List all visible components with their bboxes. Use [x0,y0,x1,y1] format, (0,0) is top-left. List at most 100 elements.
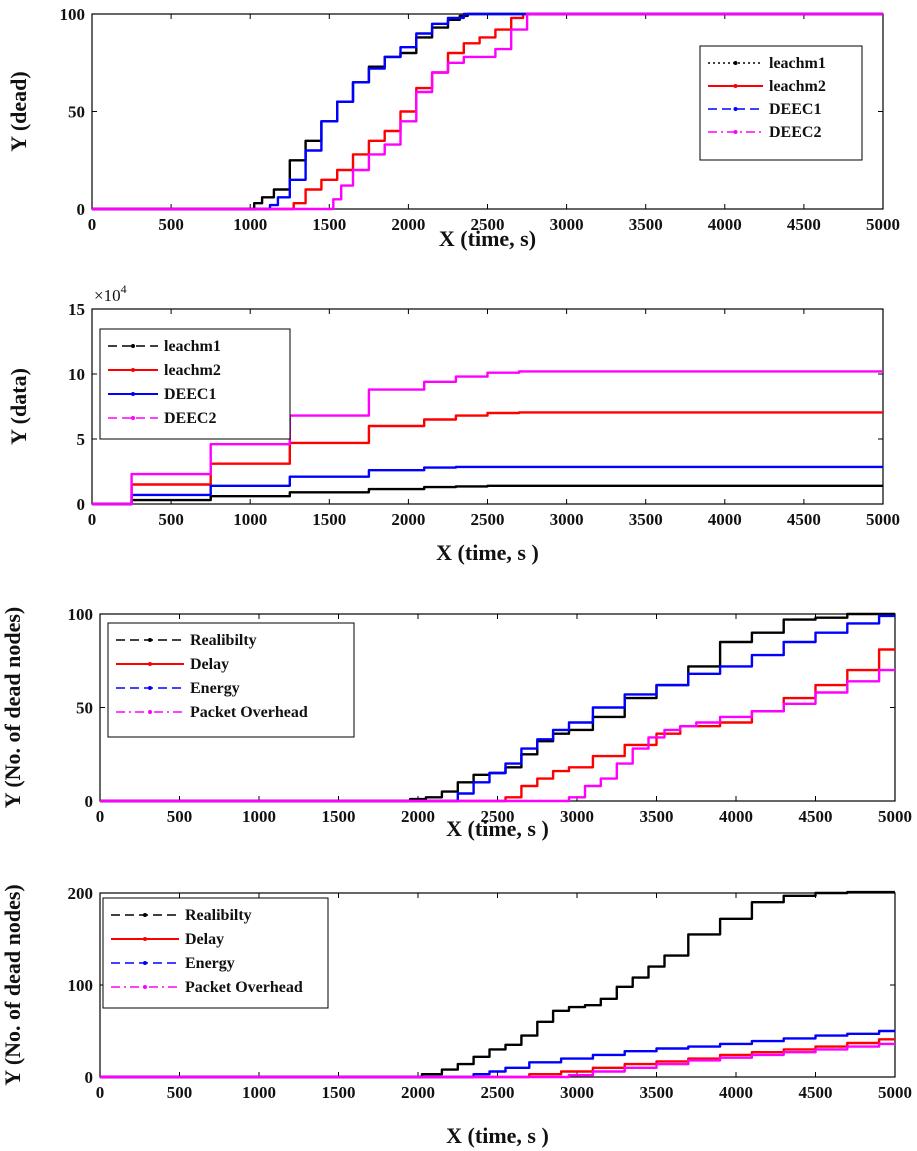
chart-1: 0 500 1000 1500 2000 2500 3000 3500 4000 4500 5000… [6,5,900,251]
x-tick-label: 2000 [391,215,425,234]
legend-marker [148,710,152,714]
legend: leachm1 leachm2 DEEC1 DEEC2 [99,328,291,440]
legend-marker [148,662,152,666]
legend-label: Delay [185,931,224,948]
y-tick-label: 0 [85,1068,94,1087]
x-tick-label: 3000 [560,1083,594,1102]
x-tick-label: 3500 [629,510,663,529]
legend-label: DEEC1 [164,386,216,403]
legend-marker [148,686,152,690]
y-tick-label: 200 [68,884,94,903]
legend-box [699,45,863,161]
x-tick-label: 500 [167,1083,193,1102]
series-line-3 [92,12,883,211]
legend-marker [143,961,147,965]
x-tick-label: 3000 [550,215,584,234]
x-axis-label: X (time, s ) [436,540,539,565]
legend-label: DEEC2 [769,124,821,141]
x-tick-label: 500 [158,215,184,234]
x-tick-label: 500 [167,807,193,826]
legend-marker [143,937,147,941]
chart-2: 0 500 1000 1500 2000 2500 3000 3500 4000 4500 5000… [6,282,900,565]
legend-marker [131,416,135,420]
x-tick-label: 4000 [719,1083,753,1102]
y-tick-label: 100 [68,605,94,624]
series-line-2 [100,648,895,803]
legend-label: leachm1 [164,338,221,355]
x-tick-label: 1500 [322,807,356,826]
x-axis-label: X (time, s ) [446,816,549,841]
legend: Realibilty Delay Energy Packet Overhead [107,622,355,738]
x-tick-label: 4000 [708,215,742,234]
legend-marker [131,392,135,396]
legend-box [102,897,329,1009]
legend-label: leachm2 [164,362,221,379]
legend-label: Energy [185,955,235,972]
series-line-3 [100,614,895,803]
legend-label: DEEC2 [164,410,216,427]
legend-label: Packet Overhead [185,979,303,996]
series-line-1 [100,890,895,1079]
series-line-3 [100,1029,895,1079]
x-tick-label: 4500 [787,510,821,529]
x-tick-label: 500 [158,510,184,529]
legend-marker [131,344,135,348]
series-line-4 [100,1042,895,1079]
legend-marker [733,130,738,134]
series-line-1 [92,484,883,506]
x-tick-label: 4500 [799,1083,833,1102]
x-tick-label: 0 [96,807,105,826]
x-tick-label: 5000 [878,1083,912,1102]
x-tick-label: 4500 [799,807,833,826]
legend: leachm1 leachm2 DEEC1 DEEC2 [699,45,863,161]
x-tick-label: 1500 [322,1083,356,1102]
y-axis-label: Y (No. of dead nodes) [0,884,25,1085]
x-tick-label: 1000 [233,510,267,529]
x-tick-label: 1500 [312,215,346,234]
y-tick-label: 15 [68,300,85,319]
y-tick-label: 100 [68,976,94,995]
y-multiplier: ×104 [94,282,127,305]
x-tick-label: 5000 [878,807,912,826]
series-line-2 [92,12,883,211]
x-tick-label: 0 [88,510,97,529]
x-axis-label: X (time, s) [439,226,536,251]
legend-box [107,622,355,738]
y-tick-label: 10 [68,365,85,384]
y-multiplier-exponent: 4 [121,282,127,296]
x-tick-label: 3500 [640,1083,674,1102]
x-tick-label: 3500 [640,807,674,826]
y-tick-label: 0 [77,200,86,219]
x-axis-label: X (time, s ) [446,1123,549,1148]
x-tick-label: 3500 [629,215,663,234]
series-line-2 [100,1038,895,1079]
x-tick-label: 3000 [560,807,594,826]
legend-label: Packet Overhead [190,704,308,721]
y-axis-label: Y (dead) [6,71,31,151]
series-line-4 [92,12,883,211]
x-tick-label: 2000 [401,807,435,826]
y-tick-label: 0 [77,495,86,514]
x-tick-label: 1500 [312,510,346,529]
legend-marker [733,84,738,88]
x-tick-label: 5000 [866,215,900,234]
x-tick-label: 1000 [242,807,276,826]
y-axis-label: Y (No. of dead nodes) [0,607,25,808]
y-tick-label: 50 [68,103,85,122]
x-tick-label: 4000 [719,807,753,826]
x-tick-label: 0 [88,215,97,234]
legend-marker [143,913,147,917]
y-tick-label: 50 [76,699,93,718]
legend-label: Energy [190,680,240,697]
y-axis-label: Y (data) [6,368,31,445]
series-line-2 [92,411,883,506]
legend-marker [131,368,135,372]
x-tick-label: 2000 [401,1083,435,1102]
x-tick-label: 3000 [550,510,584,529]
series-line-1 [100,612,895,803]
legend-label: leachm2 [769,78,826,95]
legend-label: DEEC1 [769,101,821,118]
x-tick-label: 1000 [233,215,267,234]
x-tick-label: 2500 [481,1083,515,1102]
legend-marker [143,985,147,989]
